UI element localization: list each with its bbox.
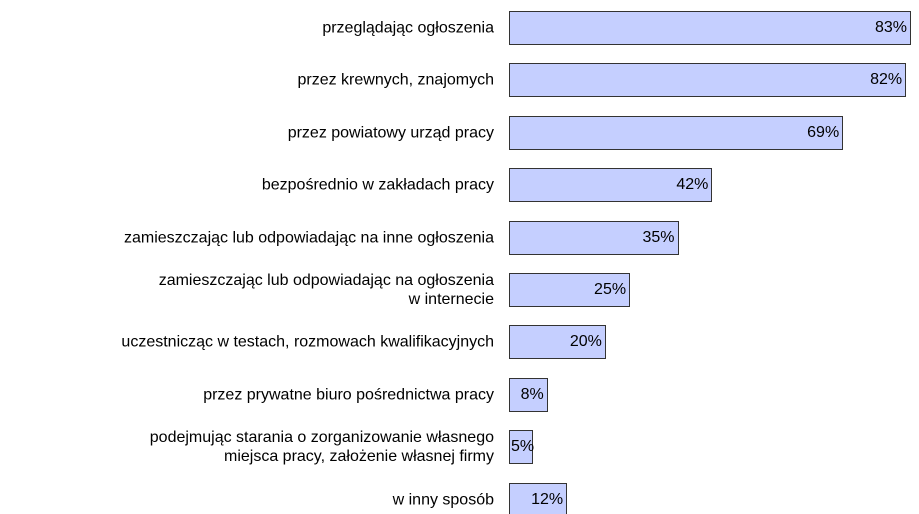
bar (509, 377, 548, 412)
bar (509, 482, 568, 514)
value-label: 25% (594, 281, 627, 298)
value-label: 12% (531, 490, 564, 508)
category-label: przez prywatne biuro pośrednictwa pracy (203, 386, 494, 404)
value-label: 35% (642, 228, 675, 246)
value-label: 83% (874, 19, 907, 36)
value-label: 20% (569, 333, 602, 351)
value-label: 69% (807, 123, 840, 141)
category-label: zamieszczając lub odpowiadając na ogłosz… (158, 272, 494, 308)
bar (509, 115, 844, 150)
category-label: bezpośrednio w zakładach pracy (261, 176, 494, 194)
bar (509, 220, 679, 255)
category-label: w inny sposób (392, 491, 494, 509)
category-label: zamieszczając lub odpowiadając na inne o… (123, 229, 494, 247)
value-label: 82% (870, 71, 903, 89)
category-label: przeglądając ogłoszenia (322, 19, 494, 37)
category-label: przez powiatowy urząd pracy (287, 124, 494, 142)
category-label: podejmując starania o zorganizowanie wła… (149, 429, 494, 466)
value-label: 42% (676, 176, 709, 194)
bar (509, 273, 631, 307)
bar (509, 325, 606, 360)
bar (509, 430, 534, 465)
bar (509, 63, 907, 98)
value-label: 5% (511, 438, 535, 456)
bar (509, 168, 713, 203)
category-label: przez krewnych, znajomych (297, 71, 494, 89)
value-label: 8% (520, 385, 544, 403)
bar (509, 11, 911, 45)
category-label: uczestnicząc w testach, rozmowach kwalif… (121, 333, 494, 351)
